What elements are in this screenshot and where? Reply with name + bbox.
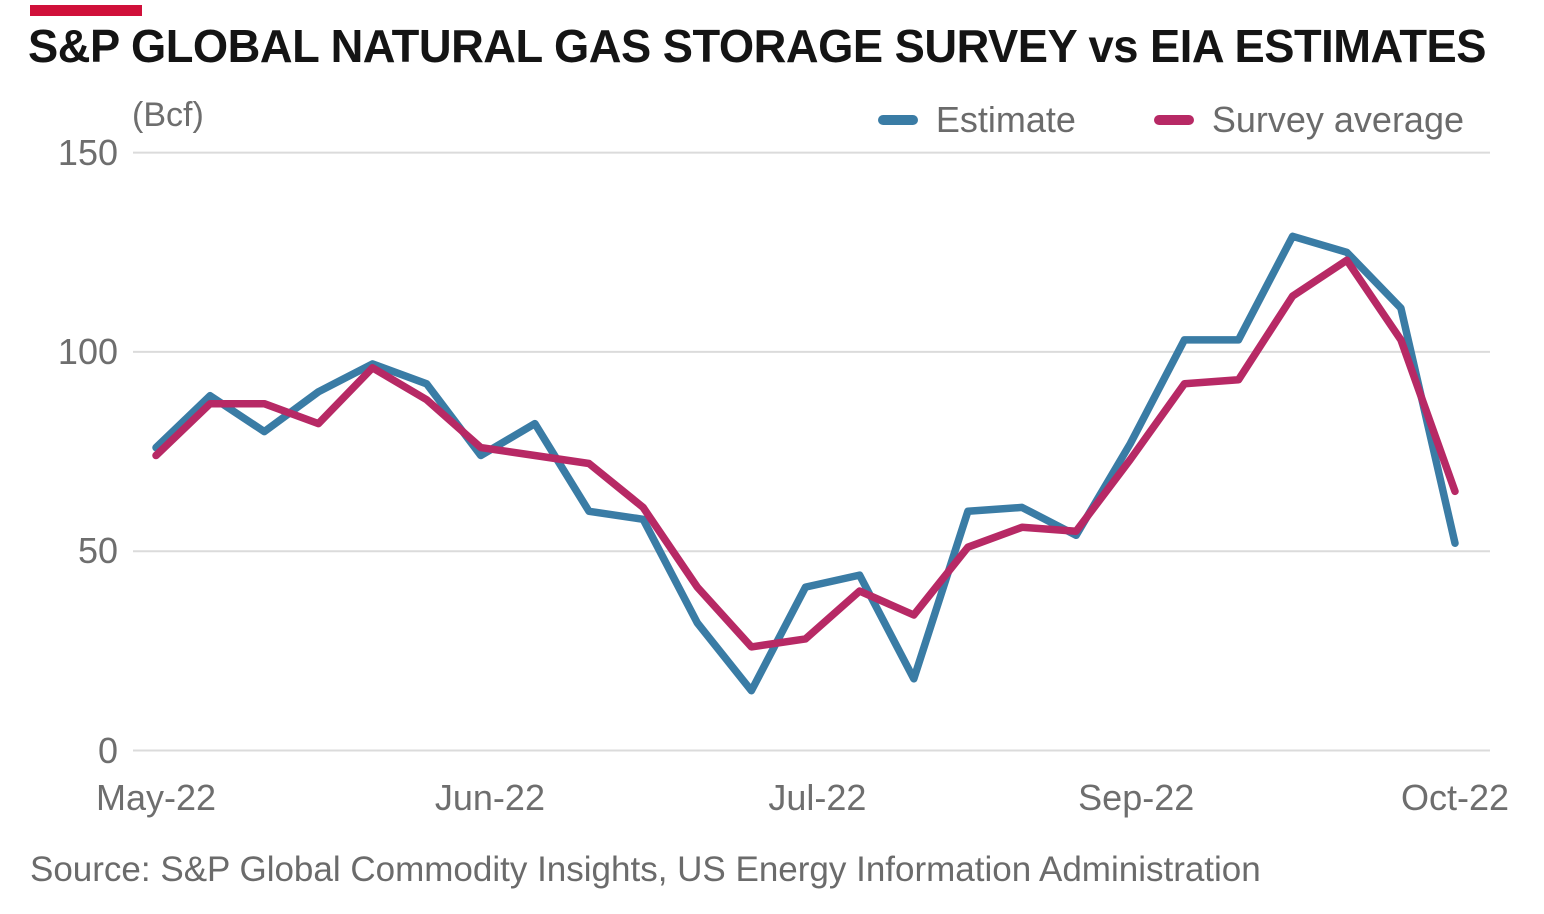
estimate-line-swatch bbox=[877, 115, 918, 125]
legend-item-survey-average: Survey average bbox=[1153, 99, 1464, 141]
x-tick-label-sep-22: Sep-22 bbox=[1078, 777, 1195, 818]
legend-item-estimate: Estimate bbox=[877, 99, 1076, 141]
legend-label-survey-average: Survey average bbox=[1211, 99, 1464, 140]
x-tick-label-jul-22: Jul-22 bbox=[768, 777, 867, 818]
x-tick-label-oct-22: Oct-22 bbox=[1400, 777, 1510, 818]
y-tick-label-0: 0 bbox=[97, 729, 118, 771]
x-tick-label-jun-22: Jun-22 bbox=[434, 777, 545, 818]
y-tick-label-50: 50 bbox=[77, 530, 118, 572]
brand-accent-bar bbox=[30, 5, 142, 16]
y-tick-label-150: 150 bbox=[57, 131, 118, 173]
series-line-estimate bbox=[152, 232, 1459, 695]
page-title: S&P GLOBAL NATURAL GAS STORAGE SURVEY vs… bbox=[28, 20, 1487, 72]
series-line-survey-average bbox=[152, 256, 1459, 651]
y-axis-unit-label: (Bcf) bbox=[132, 96, 204, 134]
source-note: Source: S&P Global Commodity Insights, U… bbox=[30, 850, 1261, 889]
survey-average-line-swatch bbox=[1153, 115, 1194, 125]
x-tick-label-may-22: May-22 bbox=[95, 777, 217, 818]
legend-label-estimate: Estimate bbox=[935, 99, 1076, 140]
chart-legend: Estimate Survey average bbox=[877, 99, 1464, 141]
y-tick-label-100: 100 bbox=[57, 330, 118, 372]
